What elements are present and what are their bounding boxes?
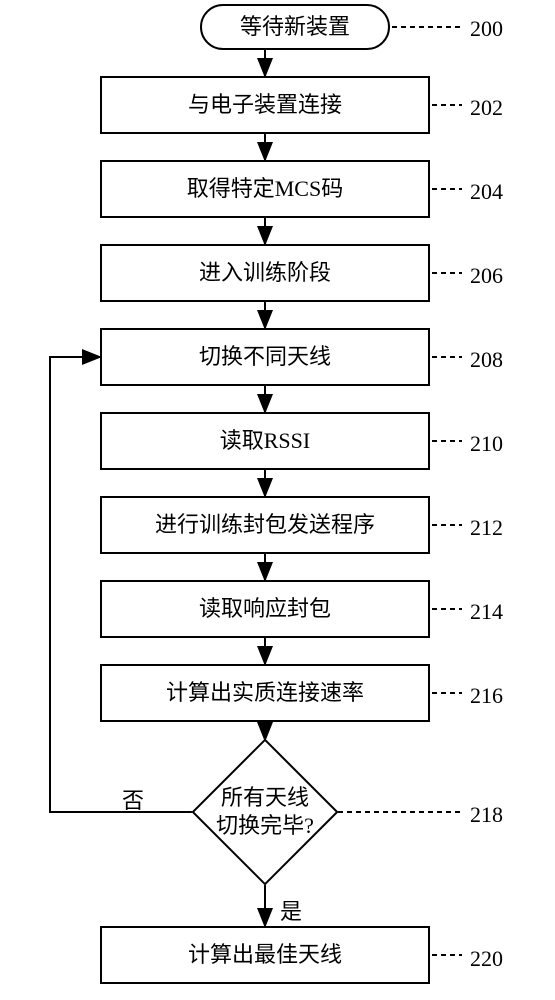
process-n220: 计算出最佳天线 bbox=[100, 926, 430, 984]
node-text-n208: 切换不同天线 bbox=[191, 343, 339, 371]
process-n206: 进入训练阶段 bbox=[100, 244, 430, 302]
process-n214: 读取响应封包 bbox=[100, 580, 430, 638]
ref-label-208: 208 bbox=[470, 347, 503, 373]
ref-label-204: 204 bbox=[470, 179, 503, 205]
ref-label-210: 210 bbox=[470, 431, 503, 457]
ref-label-220: 220 bbox=[470, 946, 503, 972]
process-n216: 计算出实质连接速率 bbox=[100, 664, 430, 722]
node-text-n202: 与电子装置连接 bbox=[180, 91, 350, 119]
node-text-n210: 读取RSSI bbox=[212, 427, 318, 455]
node-text-n204: 取得特定MCS码 bbox=[179, 175, 351, 203]
ref-label-216: 216 bbox=[470, 683, 503, 709]
process-n202: 与电子装置连接 bbox=[100, 76, 430, 134]
node-text-n200: 等待新装置 bbox=[232, 13, 358, 41]
node-text-n216: 计算出实质连接速率 bbox=[158, 679, 372, 707]
ref-label-202: 202 bbox=[470, 95, 503, 121]
ref-label-214: 214 bbox=[470, 599, 503, 625]
ref-label-212: 212 bbox=[470, 515, 503, 541]
flowchart-canvas: 等待新装置 200 与电子装置连接 202 取得特定MCS码 204 进入训练阶段 206 切换… bbox=[0, 0, 555, 1000]
terminal-n200: 等待新装置 bbox=[200, 4, 390, 50]
node-text-n212: 进行训练封包发送程序 bbox=[147, 511, 383, 539]
node-text-n214: 读取响应封包 bbox=[191, 595, 339, 623]
decision-text-n218: 所有天线切换完毕? bbox=[185, 784, 345, 839]
process-n204: 取得特定MCS码 bbox=[100, 160, 430, 218]
ref-label-200: 200 bbox=[470, 16, 503, 42]
process-n208: 切换不同天线 bbox=[100, 328, 430, 386]
edge-label: 否 bbox=[122, 783, 144, 815]
ref-label-206: 206 bbox=[470, 263, 503, 289]
edge-label: 是 bbox=[280, 894, 302, 926]
node-text-n220: 计算出最佳天线 bbox=[180, 941, 350, 969]
process-n212: 进行训练封包发送程序 bbox=[100, 496, 430, 554]
process-n210: 读取RSSI bbox=[100, 412, 430, 470]
node-text-n206: 进入训练阶段 bbox=[191, 259, 339, 287]
ref-label-218: 218 bbox=[470, 802, 503, 828]
